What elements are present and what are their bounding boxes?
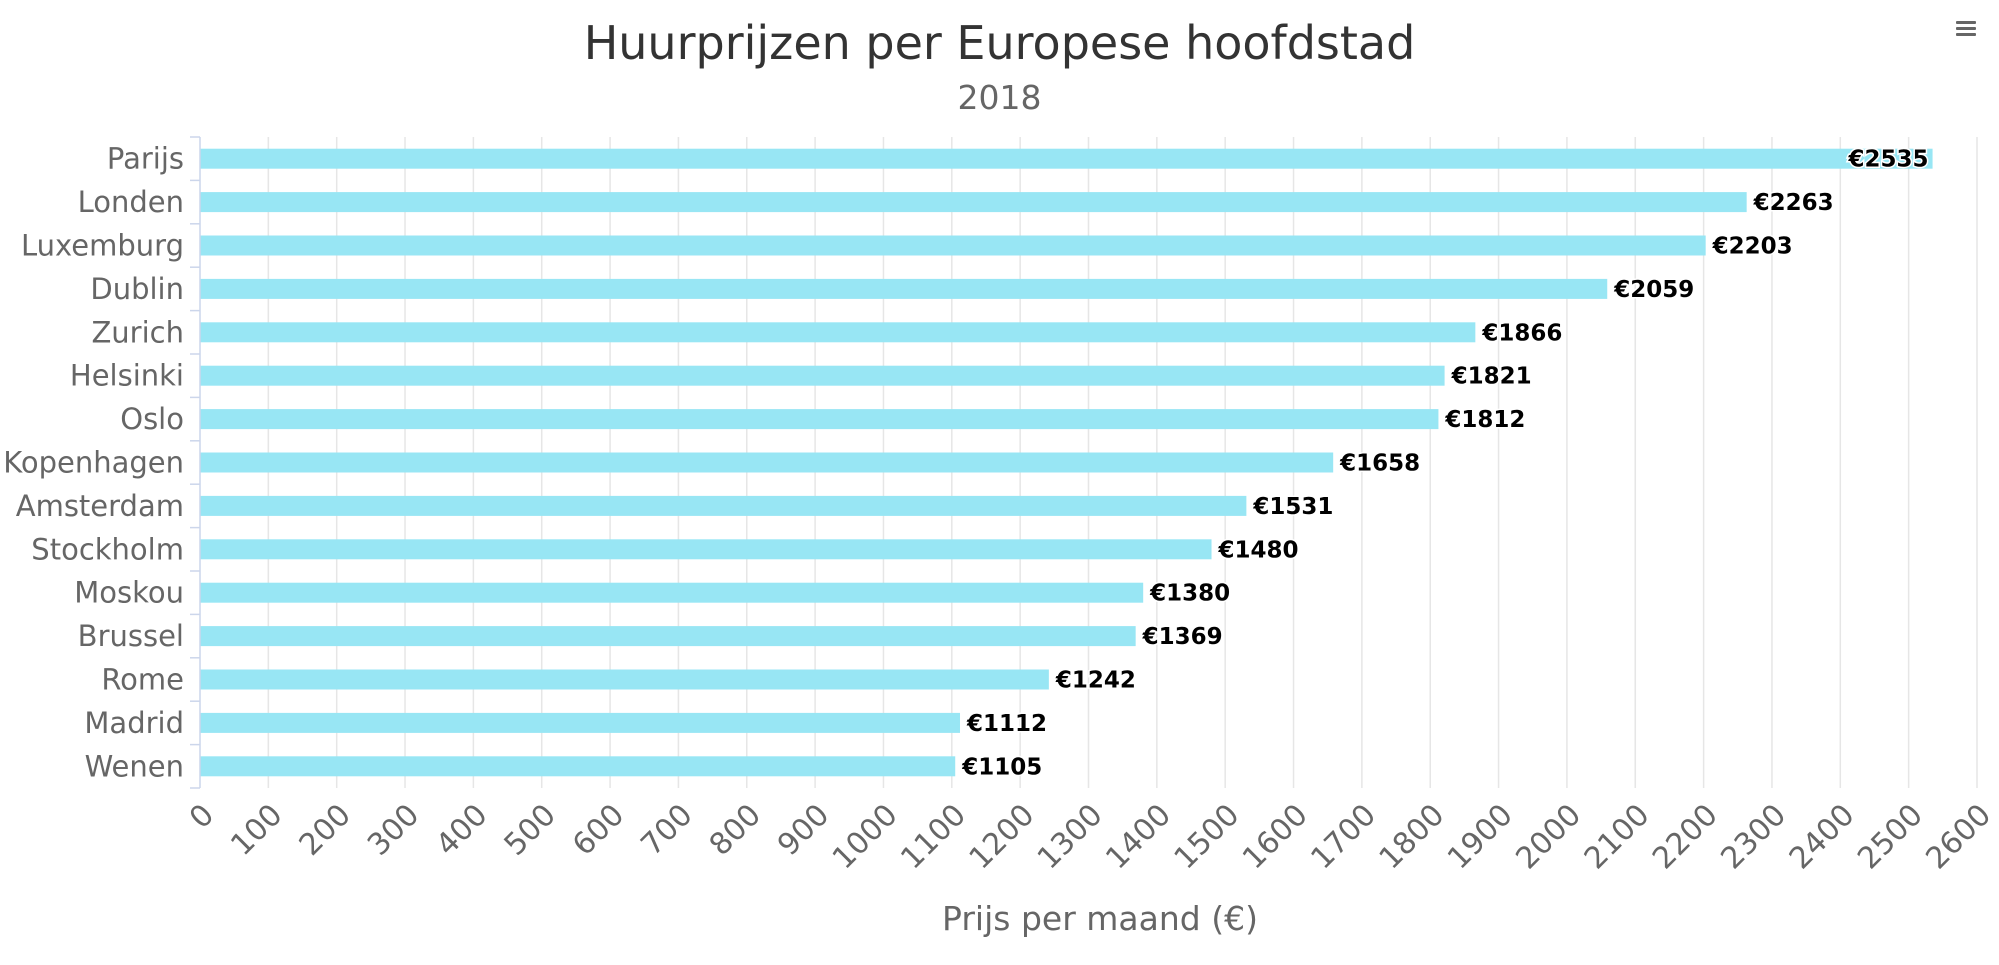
- data-label: €1866: [1481, 320, 1562, 346]
- bar: [200, 669, 1049, 690]
- x-tick-label: 1800: [1373, 797, 1452, 876]
- bar: [200, 712, 961, 733]
- bar: [200, 322, 1476, 343]
- hamburger-menu-icon[interactable]: [1950, 18, 1982, 48]
- x-tick-label: 1200: [963, 797, 1042, 876]
- bars: €2535 €2263 €2203 €2059 €1866 €1821 €1812 €1658…: [200, 145, 1933, 782]
- x-tick-label: 1400: [1099, 797, 1178, 876]
- x-tick-label: 1300: [1031, 797, 1110, 876]
- category-label: Rome: [101, 663, 184, 697]
- x-tick-label: 2600: [1919, 797, 1998, 876]
- x-tick-label: 2500: [1851, 797, 1930, 876]
- bar: [200, 192, 1747, 213]
- data-label: €1812: [1444, 407, 1525, 433]
- category-label: Londen: [78, 185, 184, 219]
- x-tick-label: 2200: [1646, 797, 1725, 876]
- chart-title: Huurprijzen per Europese hoofdstad: [583, 16, 1416, 70]
- category-label: Luxemburg: [21, 229, 184, 263]
- category-label: Brussel: [78, 619, 184, 653]
- x-tick-label: 1700: [1304, 797, 1383, 876]
- x-tick-label: 1500: [1168, 797, 1247, 876]
- bar: [200, 626, 1136, 647]
- x-tick-label: 0: [183, 797, 221, 835]
- category-label: Parijs: [107, 142, 184, 176]
- category-label: Dublin: [90, 272, 184, 306]
- x-tick-label: 2400: [1783, 797, 1862, 876]
- category-label: Moskou: [74, 576, 184, 610]
- data-label: €1531: [1252, 494, 1333, 520]
- bar: [200, 235, 1706, 256]
- x-tick-label: 200: [293, 797, 358, 862]
- x-tick-label: 1900: [1441, 797, 1520, 876]
- x-tick-label: 2300: [1714, 797, 1793, 876]
- data-label: €1480: [1218, 537, 1299, 563]
- data-label: €1242: [1055, 668, 1136, 694]
- category-label: Amsterdam: [16, 489, 184, 523]
- x-tick-label: 400: [429, 797, 494, 862]
- data-label: €2203: [1712, 234, 1793, 260]
- data-label: €1658: [1339, 451, 1420, 477]
- data-label: €1112: [966, 711, 1047, 737]
- bar: [200, 452, 1334, 473]
- x-tick-label: 600: [566, 797, 631, 862]
- x-tick-label: 1600: [1236, 797, 1315, 876]
- bar: [200, 148, 1933, 169]
- category-label: Helsinki: [70, 359, 184, 393]
- x-tick-label: 1100: [894, 797, 973, 876]
- bar: [200, 409, 1439, 430]
- chart-subtitle: 2018: [957, 78, 1042, 117]
- bar: [200, 495, 1247, 516]
- category-label: Zurich: [91, 315, 184, 349]
- x-axis-title: Prijs per maand (€): [942, 899, 1258, 938]
- bar: [200, 365, 1445, 386]
- bar: [200, 582, 1144, 603]
- bar: [200, 278, 1608, 299]
- bar: [200, 756, 956, 777]
- x-tick-label: 2000: [1509, 797, 1588, 876]
- x-tick-label: 800: [703, 797, 768, 862]
- category-label: Madrid: [84, 706, 184, 740]
- data-label: €1105: [961, 754, 1042, 780]
- data-label: €1380: [1149, 581, 1230, 607]
- category-label: Stockholm: [31, 532, 184, 566]
- category-label: Kopenhagen: [3, 446, 184, 480]
- data-label: €1821: [1451, 364, 1532, 390]
- bar: [200, 539, 1212, 560]
- category-label: Wenen: [85, 749, 184, 783]
- category-label: Oslo: [120, 402, 184, 436]
- x-tick-label: 2100: [1578, 797, 1657, 876]
- data-label: €1369: [1142, 624, 1223, 650]
- data-label: €2059: [1613, 277, 1694, 303]
- data-label: €2535: [1848, 147, 1929, 173]
- data-label: €2263: [1753, 190, 1834, 216]
- x-tick-label: 300: [361, 797, 426, 862]
- x-tick-label: 700: [634, 797, 699, 862]
- x-tick-label: 100: [224, 797, 289, 862]
- x-tick-label: 1000: [826, 797, 905, 876]
- x-tick-label: 500: [498, 797, 563, 862]
